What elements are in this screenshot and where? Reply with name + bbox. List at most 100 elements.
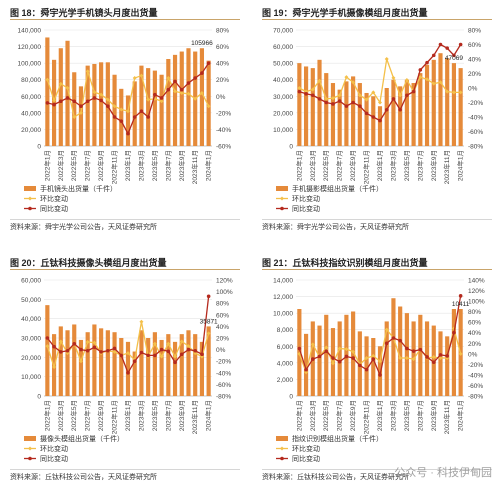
bar	[112, 332, 117, 396]
data-label: 35871	[200, 318, 218, 325]
title-divider	[262, 19, 492, 20]
bar	[404, 79, 409, 146]
legend-swatch-bar	[24, 186, 36, 191]
bar	[45, 37, 50, 147]
y-tick-right: -60%	[216, 144, 231, 151]
mom-point	[132, 115, 137, 119]
bar	[45, 305, 50, 396]
source-note: 资料来源：舜宇光学公司公告，天风证券研究所	[10, 224, 157, 231]
yoy-point	[351, 349, 356, 354]
mom-point	[186, 347, 191, 352]
chart-panel-lens: 图 18：舜宇光学手机镜头月度出货量 0 20,000 40,000 60,000 80…	[4, 2, 244, 234]
bar	[324, 73, 329, 146]
yoy-point	[45, 77, 50, 82]
title-divider	[262, 269, 492, 270]
y-tick-right: 120%	[468, 288, 485, 295]
y-tick-right: 40%	[468, 330, 481, 337]
x-tick-label: 2024年1月	[204, 150, 213, 181]
source-divider	[10, 219, 240, 220]
y-tick-right: -60%	[216, 382, 231, 389]
mom-point	[351, 100, 355, 105]
mom-point	[431, 360, 436, 365]
mom-point	[452, 53, 456, 58]
yoy-point	[438, 356, 443, 361]
y-tick-right: -40%	[468, 115, 483, 122]
yoy-point	[398, 356, 403, 361]
mom-point	[85, 348, 90, 353]
legend-label: 同比变动	[292, 454, 320, 463]
bar	[438, 331, 443, 396]
mom-point	[99, 350, 103, 354]
mom-point	[411, 349, 416, 353]
y-tick-right: 20%	[468, 71, 481, 78]
bar	[132, 351, 137, 396]
y-tick-right: 20%	[216, 336, 229, 343]
chart-panel-fingerprint: 图 21：丘钛科技指纹识别模组月度出货量 0 2,000 4,000 6,000 8,0…	[256, 252, 496, 484]
y-tick-left: 0	[289, 144, 293, 151]
legend-marker	[28, 206, 32, 211]
mom-point	[52, 102, 56, 107]
bar	[351, 311, 356, 396]
mom-point	[351, 356, 355, 360]
mom-point	[391, 336, 396, 340]
yoy-point	[391, 75, 396, 80]
y-tick-left: 60,000	[21, 278, 41, 285]
bar	[179, 334, 184, 396]
y-tick-left: 120,000	[18, 44, 42, 51]
bar	[186, 48, 191, 146]
bar	[58, 48, 63, 146]
yoy-point	[384, 57, 389, 61]
bar	[337, 321, 342, 396]
y-tick-right: 80%	[468, 28, 481, 35]
y-tick-right: 100%	[216, 289, 233, 296]
bar	[65, 330, 70, 396]
x-tick-label: 2023年3月	[388, 150, 397, 181]
mom-point	[317, 354, 322, 359]
bar	[166, 59, 171, 146]
x-tick-label: 2022年11月	[362, 400, 371, 434]
bar	[72, 324, 77, 396]
chart-svg: 0 10,000 20,000 30,000 40,000 50,000 60,000 -80…	[21, 278, 233, 464]
yoy-point	[132, 76, 137, 81]
legend-swatch-bar	[24, 436, 36, 441]
y-tick-left: 60,000	[273, 44, 293, 51]
bar	[159, 339, 164, 396]
bar	[92, 63, 97, 146]
y-tick-right: 100%	[468, 299, 485, 306]
legend-marker	[280, 206, 284, 211]
x-tick-label: 2023年11月	[442, 400, 451, 434]
yoy-point	[425, 77, 430, 82]
y-tick-left: 20,000	[21, 127, 41, 134]
yoy-point	[92, 340, 97, 345]
y-tick-left: 30,000	[273, 94, 293, 101]
bar	[119, 88, 124, 146]
mom-point	[139, 109, 144, 113]
mom-point	[159, 96, 164, 100]
y-tick-right: 40%	[216, 61, 229, 68]
legend-marker	[28, 456, 32, 461]
bar	[112, 74, 117, 146]
mom-point	[65, 348, 70, 353]
bar	[125, 95, 131, 146]
yoy-point	[112, 104, 117, 109]
legend-marker	[280, 446, 284, 451]
y-tick-right: -40%	[468, 372, 483, 379]
mom-point	[371, 357, 376, 361]
bar	[317, 325, 322, 396]
yoy-point	[179, 339, 184, 344]
bar	[193, 334, 198, 396]
bar	[72, 72, 77, 146]
mom-point	[146, 115, 150, 119]
mom-point	[458, 294, 463, 298]
yoy-point	[139, 73, 144, 78]
chart-panel-camera-module: 图 19：舜宇光学手机摄像模组月度出货量 0 10,000 20,000 30,000…	[256, 2, 496, 234]
mom-point	[200, 71, 204, 75]
yoy-point	[99, 92, 104, 97]
bar	[458, 68, 463, 146]
y-tick-right: 40%	[216, 324, 229, 331]
bar	[139, 65, 144, 146]
y-tick-left: 30,000	[21, 336, 41, 343]
y-tick-right: -20%	[468, 100, 483, 107]
yoy-point	[378, 359, 382, 364]
x-tick-label: 2023年7月	[163, 400, 172, 431]
